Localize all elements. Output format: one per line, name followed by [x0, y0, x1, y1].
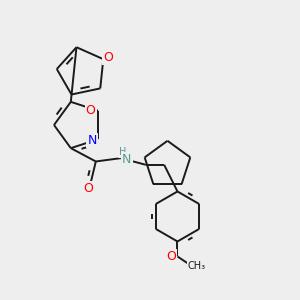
Text: CH₃: CH₃: [188, 262, 206, 272]
Text: H: H: [119, 147, 126, 157]
Text: O: O: [103, 51, 113, 64]
Text: O: O: [83, 182, 93, 195]
Text: N: N: [87, 134, 97, 148]
Text: O: O: [167, 250, 176, 263]
Text: O: O: [86, 104, 96, 117]
Text: N: N: [122, 153, 131, 166]
